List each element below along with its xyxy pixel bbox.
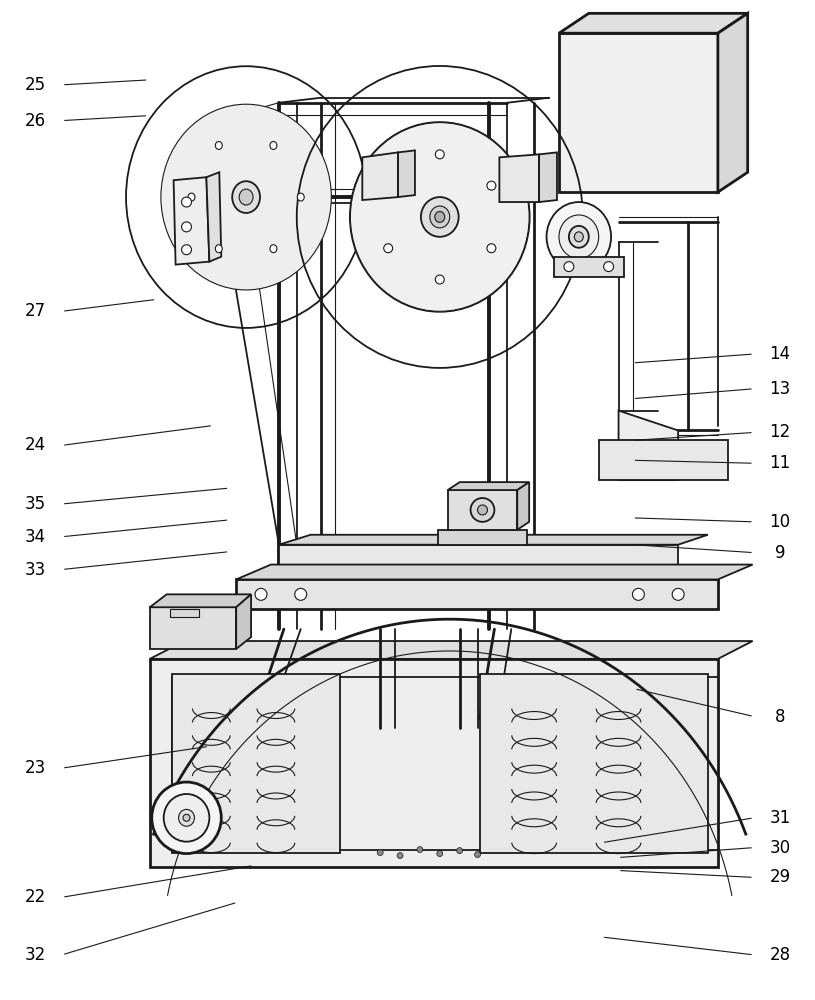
Ellipse shape [384, 244, 393, 253]
Text: 23: 23 [24, 759, 46, 777]
Circle shape [478, 505, 487, 515]
Ellipse shape [152, 782, 222, 854]
Text: 22: 22 [24, 888, 46, 906]
Ellipse shape [487, 244, 496, 253]
Polygon shape [447, 490, 518, 530]
Polygon shape [599, 440, 728, 480]
Ellipse shape [183, 814, 190, 821]
Ellipse shape [435, 150, 444, 159]
Polygon shape [539, 152, 557, 202]
Ellipse shape [270, 245, 277, 253]
Circle shape [564, 262, 574, 272]
Polygon shape [398, 150, 415, 197]
Text: 25: 25 [24, 76, 46, 94]
Polygon shape [206, 172, 222, 262]
Ellipse shape [559, 215, 599, 259]
Ellipse shape [161, 104, 332, 290]
Polygon shape [172, 674, 341, 853]
Text: 27: 27 [24, 302, 46, 320]
Text: 28: 28 [769, 946, 791, 964]
Text: 30: 30 [769, 839, 791, 857]
Circle shape [295, 588, 306, 600]
Polygon shape [236, 594, 251, 649]
Polygon shape [150, 607, 236, 649]
Polygon shape [718, 13, 747, 192]
Polygon shape [150, 594, 251, 607]
Polygon shape [438, 530, 527, 545]
Text: 34: 34 [24, 528, 46, 546]
Ellipse shape [430, 206, 450, 228]
Circle shape [182, 222, 192, 232]
Ellipse shape [384, 181, 393, 190]
Ellipse shape [188, 193, 195, 201]
Ellipse shape [178, 809, 195, 826]
Polygon shape [236, 565, 752, 579]
Polygon shape [174, 177, 209, 265]
Circle shape [417, 847, 423, 853]
Circle shape [255, 588, 267, 600]
Polygon shape [279, 535, 708, 545]
Polygon shape [518, 482, 529, 530]
Text: 29: 29 [769, 868, 791, 886]
Ellipse shape [215, 141, 222, 149]
Text: 9: 9 [774, 544, 785, 562]
Circle shape [474, 852, 481, 858]
Ellipse shape [239, 189, 253, 205]
Text: 14: 14 [769, 345, 791, 363]
Ellipse shape [350, 123, 529, 311]
Polygon shape [447, 482, 529, 490]
Text: 33: 33 [24, 561, 46, 579]
Ellipse shape [575, 232, 584, 242]
Ellipse shape [421, 197, 459, 237]
Text: 13: 13 [769, 380, 791, 398]
Ellipse shape [164, 794, 209, 842]
Text: 8: 8 [774, 708, 785, 726]
Polygon shape [279, 545, 678, 570]
Text: 31: 31 [769, 809, 791, 827]
Ellipse shape [270, 141, 277, 149]
Ellipse shape [297, 193, 304, 201]
Polygon shape [236, 579, 718, 609]
Circle shape [182, 197, 192, 207]
Text: 12: 12 [769, 423, 791, 441]
Ellipse shape [547, 202, 611, 272]
Circle shape [182, 245, 192, 255]
Polygon shape [554, 257, 623, 277]
Circle shape [456, 848, 463, 854]
Ellipse shape [487, 181, 496, 190]
Text: 35: 35 [24, 495, 46, 513]
Ellipse shape [350, 123, 529, 311]
Text: 24: 24 [24, 436, 46, 454]
Ellipse shape [435, 211, 445, 222]
Text: 11: 11 [769, 454, 791, 472]
Circle shape [377, 850, 383, 856]
Circle shape [632, 588, 645, 600]
Circle shape [397, 853, 403, 859]
Circle shape [604, 262, 614, 272]
Ellipse shape [569, 226, 588, 248]
Polygon shape [559, 33, 718, 192]
Ellipse shape [215, 245, 222, 253]
Circle shape [672, 588, 684, 600]
Polygon shape [479, 674, 708, 853]
Text: 10: 10 [769, 513, 791, 531]
Circle shape [437, 851, 443, 857]
Ellipse shape [169, 113, 324, 281]
Ellipse shape [232, 181, 260, 213]
Polygon shape [363, 152, 398, 200]
Polygon shape [619, 411, 678, 480]
Text: 26: 26 [24, 112, 46, 130]
Circle shape [470, 498, 495, 522]
Polygon shape [559, 13, 747, 33]
Polygon shape [150, 659, 718, 867]
Ellipse shape [435, 275, 444, 284]
Bar [170, 609, 200, 617]
Polygon shape [150, 641, 752, 659]
Polygon shape [500, 154, 539, 202]
Text: 32: 32 [24, 946, 46, 964]
